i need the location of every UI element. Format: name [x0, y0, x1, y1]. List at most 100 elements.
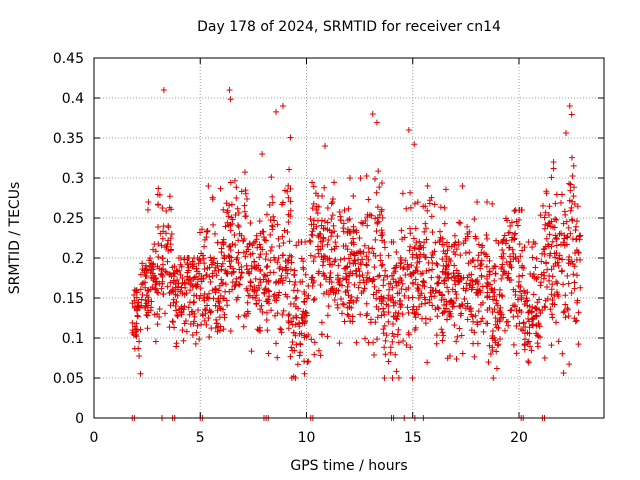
data-point	[552, 232, 559, 239]
data-point	[412, 225, 419, 232]
data-point	[261, 290, 268, 297]
data-point	[253, 301, 260, 308]
data-point	[510, 341, 517, 348]
data-point	[155, 201, 162, 208]
data-point	[422, 254, 429, 261]
data-point	[219, 260, 226, 267]
data-point	[347, 318, 354, 325]
data-point	[136, 338, 143, 345]
data-point	[243, 262, 250, 269]
data-point	[357, 311, 364, 318]
data-point	[553, 250, 560, 257]
data-point	[380, 277, 387, 284]
data-point	[518, 294, 525, 301]
data-point	[282, 291, 289, 298]
data-point	[172, 281, 179, 288]
data-point	[143, 311, 150, 318]
data-point	[342, 242, 349, 249]
data-point	[376, 272, 383, 279]
data-point	[211, 255, 218, 262]
data-point	[400, 265, 407, 272]
data-point	[300, 308, 307, 315]
data-point	[553, 242, 560, 249]
data-point	[238, 269, 245, 276]
data-point	[131, 297, 138, 304]
data-point	[327, 270, 334, 277]
data-point	[359, 256, 366, 263]
data-point	[142, 304, 149, 311]
data-point	[309, 228, 316, 235]
data-point	[340, 220, 347, 227]
data-point	[405, 294, 412, 301]
data-point	[317, 352, 324, 359]
data-point	[311, 339, 318, 346]
data-point	[568, 204, 575, 211]
data-point	[417, 242, 424, 249]
data-point	[312, 190, 319, 197]
data-point	[341, 207, 348, 214]
data-point	[218, 245, 225, 252]
data-point	[286, 166, 293, 173]
data-point	[540, 275, 547, 282]
data-point	[160, 291, 167, 298]
data-point	[177, 271, 184, 278]
data-point	[453, 338, 460, 345]
data-point	[251, 264, 258, 271]
data-point	[372, 236, 379, 243]
data-point	[474, 319, 481, 326]
data-point	[474, 286, 481, 293]
data-point	[298, 255, 305, 262]
data-point	[500, 314, 507, 321]
data-point	[287, 207, 294, 214]
data-point	[171, 324, 178, 331]
data-point	[341, 255, 348, 262]
data-point	[269, 226, 276, 233]
data-point	[232, 282, 239, 289]
data-point	[329, 199, 336, 206]
data-point	[392, 299, 399, 306]
data-point	[537, 279, 544, 286]
data-point	[147, 255, 154, 262]
data-point	[203, 321, 210, 328]
data-point	[200, 295, 207, 302]
data-point	[375, 287, 382, 294]
data-point	[284, 188, 291, 195]
data-point	[247, 251, 254, 258]
data-point	[257, 279, 264, 286]
data-point	[387, 280, 394, 287]
data-point	[513, 323, 520, 330]
data-point	[528, 309, 535, 316]
data-point	[169, 318, 176, 325]
data-point	[346, 228, 353, 235]
data-point	[342, 288, 349, 295]
data-point	[299, 278, 306, 285]
data-point	[540, 246, 547, 253]
y-tick-label: 0	[75, 411, 84, 427]
data-point	[273, 108, 280, 115]
data-point	[254, 244, 261, 251]
data-point	[382, 351, 389, 358]
data-point	[291, 281, 298, 288]
data-point	[324, 333, 331, 340]
data-point	[172, 291, 179, 298]
data-point	[393, 316, 400, 323]
data-point	[321, 218, 328, 225]
data-point	[574, 272, 581, 279]
data-point	[445, 288, 452, 295]
data-point	[440, 309, 447, 316]
data-point	[155, 289, 162, 296]
data-point	[174, 276, 181, 283]
data-point	[198, 226, 205, 233]
data-point	[222, 223, 229, 230]
data-point	[403, 205, 410, 212]
data-point	[553, 278, 560, 285]
data-point	[507, 307, 514, 314]
data-point	[353, 297, 360, 304]
data-point	[221, 255, 228, 262]
data-point	[393, 282, 400, 289]
data-point	[423, 225, 430, 232]
data-point	[343, 276, 350, 283]
data-point	[567, 187, 574, 194]
data-point	[272, 280, 279, 287]
data-point	[230, 269, 237, 276]
